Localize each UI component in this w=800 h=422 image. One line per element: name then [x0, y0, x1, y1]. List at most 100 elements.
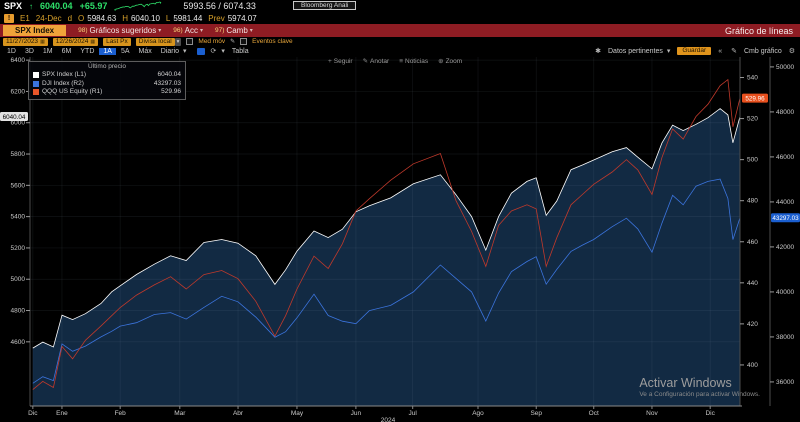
pencil-icon[interactable]: ✎ [230, 39, 236, 45]
zoom-icon: ⊕ [438, 58, 444, 65]
svg-text:440: 440 [747, 280, 758, 287]
range-tab-5y[interactable]: 5A [120, 47, 130, 55]
moving-average-label: Med móv [198, 38, 226, 45]
svg-text:36000: 36000 [776, 379, 794, 386]
price-change: +65.97 [79, 1, 108, 11]
svg-text:42000: 42000 [776, 244, 794, 251]
svg-text:480: 480 [747, 198, 758, 205]
table-button[interactable]: Tabla [231, 47, 249, 55]
svg-text:6000: 6000 [11, 120, 26, 127]
high-label: H [122, 13, 128, 23]
alert-icon[interactable]: ! [4, 13, 14, 23]
start-date-field[interactable]: 11/27/2023 ▦ [3, 37, 48, 46]
prev-label: Prev [208, 13, 225, 23]
save-chart-button[interactable]: Guardar [677, 47, 712, 55]
svg-text:48000: 48000 [776, 109, 794, 116]
chart-area: 4600 4800 5000 5200 5400 5600 5800 6000 6200 6400… [0, 56, 800, 422]
delayed-flag: d [67, 13, 73, 23]
key-events-checkbox[interactable] [240, 38, 248, 45]
svg-text:520: 520 [747, 116, 758, 123]
relevant-data-dropdown[interactable]: Datos pertinentes ▾ [608, 48, 671, 55]
range-tab-6m[interactable]: 6M [61, 47, 72, 55]
svg-text:Jul: Jul [409, 410, 418, 417]
svg-text:5000: 5000 [11, 276, 26, 283]
chevron-down-icon: ▾ [158, 28, 162, 34]
low-label: L [165, 13, 171, 23]
svg-text:38000: 38000 [776, 334, 794, 341]
menu-item-change[interactable]: 97) Camb ▾ [215, 26, 253, 35]
gridlines [30, 57, 740, 406]
svg-text:Jun: Jun [351, 410, 362, 417]
svg-text:460: 460 [747, 239, 758, 246]
range-tab-1d[interactable]: 1D [7, 47, 16, 55]
series-lines [32, 78, 741, 390]
function-menu-bar: SPX Index 98) Gráficos sugeridos ▾ 96) A… [0, 24, 800, 37]
dji-swatch-icon [33, 80, 39, 87]
news-button[interactable]: ≡ Noticias [399, 57, 429, 65]
axes: 4600 4800 5000 5200 5400 5600 5800 6000 6200 6400… [11, 57, 794, 422]
svg-text:Nov: Nov [646, 410, 658, 417]
chevron-down-icon: ▾ [249, 28, 253, 34]
range-tab-3d[interactable]: 3D [24, 47, 34, 55]
ohlc-bar: ! E1 24-Dec d O 5984.63 H 6040.10 L 5981.44… [0, 12, 800, 24]
pencil-icon: ✎ [362, 58, 369, 65]
svg-text:6200: 6200 [11, 88, 26, 95]
range-bar: 1D 3D 1M 6M YTD 1A 5A Máx Diario ▾ ⟳ ▾ T… [0, 46, 800, 56]
moving-average-checkbox[interactable] [186, 38, 194, 45]
chart-legend: Último precio SPX Index (L1) 6040.04 DJI… [28, 61, 186, 100]
edit-chart-button[interactable]: Cmb gráfico [743, 47, 782, 55]
chart-type-icon[interactable] [196, 47, 205, 55]
gear-icon[interactable]: ⚙ [788, 48, 795, 55]
day-range: 5993.56 / 6074.33 [183, 1, 256, 11]
legend-item-spx[interactable]: SPX Index (L1) 6040.04 [33, 71, 181, 80]
refresh-icon[interactable]: ⟳ [210, 48, 217, 55]
svg-text:44000: 44000 [776, 199, 794, 206]
chevron-down-icon[interactable]: ▾ [221, 48, 225, 55]
qqq-swatch-icon [33, 89, 39, 96]
menu-item-suggested-charts[interactable]: 98) Gráficos sugeridos ▾ [78, 26, 162, 35]
range-tab-1m[interactable]: 1M [42, 47, 53, 55]
svg-text:400: 400 [747, 362, 758, 369]
svg-text:46000: 46000 [776, 154, 794, 161]
period-selector[interactable]: Diario ▾ [160, 48, 187, 55]
security-field[interactable]: SPX Index [3, 25, 67, 36]
annotate-button[interactable]: ✎ Anotar [362, 57, 390, 66]
bloomberg-window-badge[interactable]: Bloomberg Anali [293, 1, 357, 10]
legend-title: Último precio [88, 63, 126, 70]
collapse-panel-icon[interactable]: « [718, 47, 723, 55]
chevron-down-icon: ▾ [174, 37, 182, 46]
svg-text:5800: 5800 [11, 151, 26, 158]
zoom-button[interactable]: ⊕ Zoom [438, 57, 463, 66]
open-label: O [78, 13, 85, 23]
currency-selector[interactable]: Divisa local ▾ [135, 37, 182, 46]
svg-text:5600: 5600 [11, 182, 26, 189]
svg-text:6400: 6400 [11, 57, 26, 64]
chevron-down-icon: ▾ [182, 48, 187, 55]
svg-text:Ago: Ago [472, 410, 484, 417]
follow-button[interactable]: + Seguir [328, 57, 353, 65]
range-tab-ytd[interactable]: YTD [80, 47, 95, 55]
chevron-down-icon: ▾ [200, 28, 204, 34]
terminal-header: SPX ↑ 6040.04 +65.97 5993.56 / 6074.33 B… [0, 0, 800, 56]
news-icon: ≡ [399, 57, 403, 65]
price-up-arrow-icon: ↑ [29, 1, 34, 11]
range-tab-1y[interactable]: 1A [99, 47, 116, 55]
range-tab-max[interactable]: Máx [138, 47, 152, 55]
price-field-selector[interactable]: Last Px [103, 37, 131, 46]
legend-item-qqq[interactable]: QQQ US Equity (R1) 529.96 [33, 88, 181, 97]
ticker-symbol: SPX [4, 1, 23, 11]
svg-text:6040.04: 6040.04 [3, 114, 26, 121]
calendar-icon: ▦ [40, 38, 45, 45]
series-line-L1 [32, 108, 741, 349]
svg-text:4800: 4800 [11, 308, 26, 315]
svg-text:529.96: 529.96 [745, 96, 765, 103]
svg-text:500: 500 [747, 157, 758, 164]
menu-item-actions[interactable]: 96) Acc ▾ [173, 26, 204, 35]
end-date-field[interactable]: 12/26/2024 ▦ [52, 37, 99, 46]
price-chart[interactable]: 4600 4800 5000 5200 5400 5600 5800 6000 6200 6400… [0, 56, 800, 422]
chevron-down-icon: ▾ [666, 48, 671, 55]
svg-text:Ene: Ene [56, 410, 68, 417]
svg-text:Abr: Abr [233, 410, 244, 417]
legend-item-dji[interactable]: DJI Index (R2) 43297.03 [33, 80, 181, 89]
